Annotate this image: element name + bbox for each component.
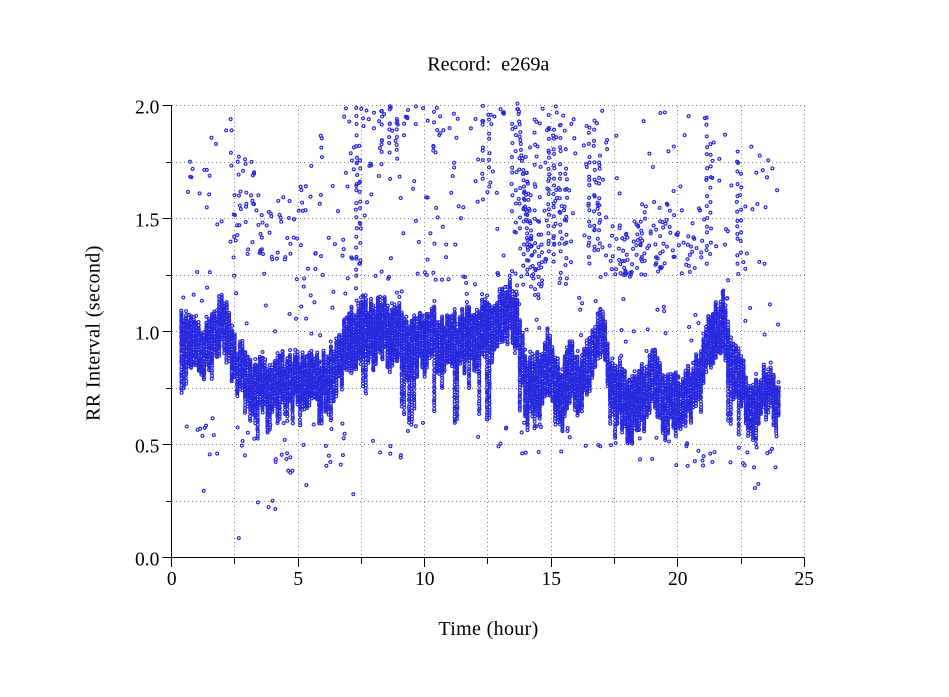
svg-text:0: 0	[167, 569, 177, 590]
svg-text:25: 25	[795, 569, 815, 590]
svg-text:Time (hour): Time (hour)	[438, 618, 538, 640]
svg-text:0.0: 0.0	[135, 550, 159, 571]
svg-text:Record: e269a: Record: e269a	[427, 54, 549, 76]
svg-text:10: 10	[415, 569, 435, 590]
svg-text:1.5: 1.5	[135, 211, 159, 232]
svg-text:2.0: 2.0	[135, 98, 159, 119]
svg-text:15: 15	[542, 569, 562, 590]
svg-text:5: 5	[293, 569, 303, 590]
svg-text:0.5: 0.5	[135, 437, 159, 458]
svg-text:20: 20	[668, 569, 688, 590]
svg-text:1.0: 1.0	[135, 324, 159, 345]
svg-text:RR Interval (second): RR Interval (second)	[83, 245, 105, 421]
